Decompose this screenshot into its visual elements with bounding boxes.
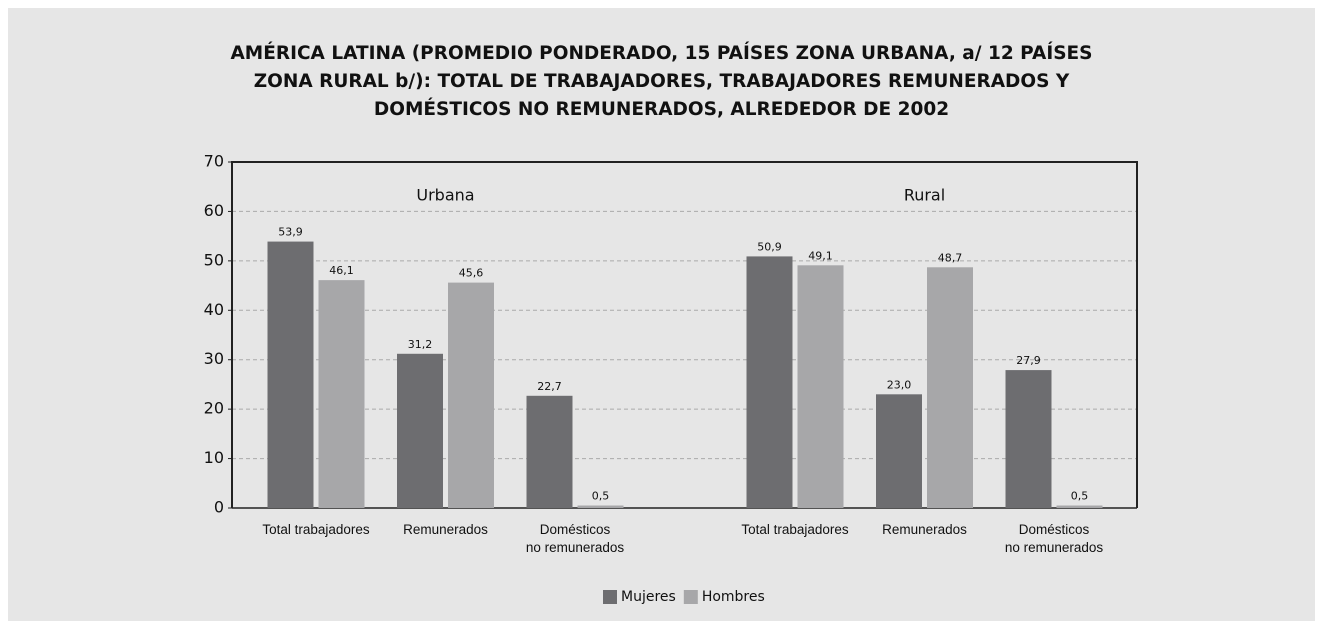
value-label: 27,9 bbox=[1016, 354, 1041, 367]
y-tick-label: 10 bbox=[204, 448, 224, 467]
x-tick-label: Remunerados bbox=[403, 522, 488, 537]
bar bbox=[577, 505, 624, 508]
value-label: 50,9 bbox=[757, 240, 782, 253]
legend-swatch bbox=[683, 590, 698, 604]
y-tick-label: 60 bbox=[204, 201, 224, 220]
value-label: 0,5 bbox=[592, 490, 610, 503]
x-tick-label: Total trabajadores bbox=[741, 522, 849, 537]
chart-title: AMÉRICA LATINA (PROMEDIO PONDERADO, 15 P… bbox=[230, 43, 1093, 120]
y-tick-label: 50 bbox=[204, 250, 224, 269]
legend-label: Hombres bbox=[702, 589, 765, 605]
plot-frame bbox=[231, 161, 1138, 508]
y-tick-label: 30 bbox=[204, 349, 224, 368]
legend-swatch bbox=[603, 590, 617, 604]
bar bbox=[526, 395, 573, 508]
bar bbox=[927, 267, 973, 508]
value-label: 46,1 bbox=[329, 264, 354, 277]
value-label: 0,5 bbox=[1071, 490, 1089, 503]
group-label: Rural bbox=[904, 186, 945, 205]
x-tick-label: Domésticos no remunerados bbox=[1004, 522, 1104, 555]
bar bbox=[318, 280, 365, 508]
legend-label: Mujeres bbox=[621, 589, 676, 605]
x-tick-label: Total trabajadores bbox=[262, 522, 370, 537]
value-label: 45,6 bbox=[459, 267, 484, 280]
bar bbox=[746, 256, 793, 508]
value-label: 49,1 bbox=[808, 249, 833, 262]
bar bbox=[1005, 370, 1052, 508]
value-label: 48,7 bbox=[938, 251, 963, 264]
y-tick-label: 70 bbox=[204, 152, 224, 171]
y-tick-label: 20 bbox=[204, 399, 224, 418]
value-label: 31,2 bbox=[408, 338, 433, 351]
bar bbox=[1056, 505, 1103, 508]
y-tick-label: 0 bbox=[214, 498, 224, 517]
bar bbox=[397, 353, 443, 508]
value-label: 23,0 bbox=[887, 378, 912, 391]
bar bbox=[797, 265, 844, 508]
y-tick-label: 40 bbox=[204, 300, 224, 319]
bar bbox=[448, 282, 494, 508]
value-label: 22,7 bbox=[537, 380, 562, 393]
value-label: 53,9 bbox=[278, 226, 303, 239]
bar bbox=[267, 241, 314, 508]
group-label: Urbana bbox=[416, 186, 474, 205]
x-tick-label: Remunerados bbox=[882, 522, 967, 537]
panel bbox=[8, 8, 1315, 621]
x-tick-label: Domésticos no remunerados bbox=[525, 522, 625, 555]
bar bbox=[876, 394, 922, 508]
